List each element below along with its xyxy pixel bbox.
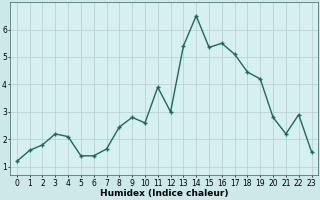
X-axis label: Humidex (Indice chaleur): Humidex (Indice chaleur) <box>100 189 228 198</box>
